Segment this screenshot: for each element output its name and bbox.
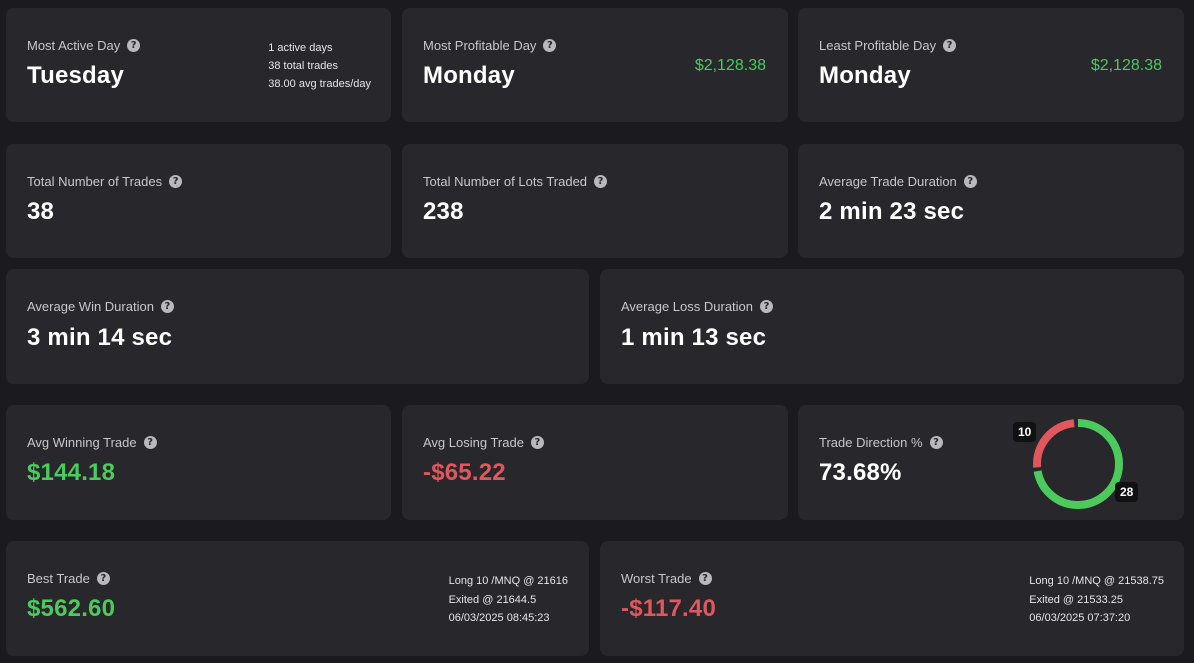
card-value: $562.60 xyxy=(27,595,116,622)
card-label: Average Win Duration xyxy=(27,299,154,314)
card-value: 38 xyxy=(27,198,55,225)
card-trade-direction: Trade Direction % ? 73.68% xyxy=(798,405,1184,520)
help-icon[interactable]: ? xyxy=(543,39,557,52)
help-icon[interactable]: ? xyxy=(963,175,977,188)
card-value: 238 xyxy=(423,198,464,225)
card-total-lots: Total Number of Lots Traded ? 238 xyxy=(402,144,788,258)
card-label: Worst Trade xyxy=(621,571,692,586)
card-best-trade: Best Trade ? $562.60 Long 10 /MNQ @ 2161… xyxy=(6,541,589,656)
help-icon[interactable]: ? xyxy=(143,436,157,449)
card-value: Tuesday xyxy=(27,62,124,89)
donut-segment-short xyxy=(1033,419,1123,509)
help-icon[interactable]: ? xyxy=(929,436,943,449)
card-value: -$117.40 xyxy=(621,595,717,622)
card-avg-losing-trade: Avg Losing Trade ? -$65.22 xyxy=(402,405,788,520)
card-average-loss-duration: Average Loss Duration ? 1 min 13 sec xyxy=(600,269,1184,384)
card-value: Monday xyxy=(423,62,515,89)
detail-line: 38.00 avg trades/day xyxy=(268,78,371,90)
card-label: Least Profitable Day xyxy=(819,38,937,53)
donut-svg xyxy=(1033,419,1123,509)
long-count-badge: 28 xyxy=(1115,482,1139,502)
card-value: -$65.22 xyxy=(423,459,506,486)
card-value: Monday xyxy=(819,62,911,89)
card-value: 3 min 14 sec xyxy=(27,324,173,351)
detail-line: Long 10 /MNQ @ 21616 xyxy=(448,575,568,587)
card-label: Average Trade Duration xyxy=(819,174,957,189)
card-value: $144.18 xyxy=(27,459,116,486)
card-avg-winning-trade: Avg Winning Trade ? $144.18 xyxy=(6,405,391,520)
detail-line: 06/03/2025 07:37:20 xyxy=(1029,612,1131,624)
card-label: Total Number of Trades xyxy=(27,174,163,189)
trade-direction-donut xyxy=(1030,416,1126,512)
card-least-profitable-day: Least Profitable Day ? Monday $2,128.38 xyxy=(798,8,1184,122)
card-value: 2 min 23 sec xyxy=(819,198,965,225)
help-icon[interactable]: ? xyxy=(127,39,141,52)
help-icon[interactable]: ? xyxy=(698,572,712,585)
card-most-active-day: Most Active Day ? Tuesday 1 active days … xyxy=(6,8,391,122)
card-most-profitable-day: Most Profitable Day ? Monday $2,128.38 xyxy=(402,8,788,122)
profit-amount: $2,128.38 xyxy=(694,57,766,74)
short-count-badge: 10 xyxy=(1013,422,1037,442)
card-label: Best Trade xyxy=(27,571,90,586)
detail-line: 1 active days xyxy=(268,42,333,54)
card-value: 1 min 13 sec xyxy=(621,324,767,351)
card-label: Avg Losing Trade xyxy=(423,435,524,450)
card-label: Total Number of Lots Traded xyxy=(423,174,588,189)
detail-line: Exited @ 21644.5 xyxy=(448,593,537,606)
detail-line: 06/03/2025 08:45:23 xyxy=(448,612,550,624)
detail-line: Exited @ 21533.25 xyxy=(1029,593,1124,606)
active-day-details: 1 active days 38 total trades 38.00 avg … xyxy=(268,39,371,93)
card-value: 73.68% xyxy=(819,459,902,486)
help-icon[interactable]: ? xyxy=(96,572,110,585)
card-label: Trade Direction % xyxy=(819,435,923,450)
donut-segment-long xyxy=(1033,419,1123,509)
worst-trade-details: Long 10 /MNQ @ 21538.75 Exited @ 21533.2… xyxy=(1029,572,1164,628)
card-average-trade-duration: Average Trade Duration ? 2 min 23 sec xyxy=(798,144,1184,258)
detail-line: Long 10 /MNQ @ 21538.75 xyxy=(1029,575,1164,587)
card-label: Avg Winning Trade xyxy=(27,435,137,450)
card-average-win-duration: Average Win Duration ? 3 min 14 sec xyxy=(6,269,589,384)
help-icon[interactable]: ? xyxy=(169,175,183,188)
help-icon[interactable]: ? xyxy=(943,39,957,52)
help-icon[interactable]: ? xyxy=(160,300,174,313)
card-worst-trade: Worst Trade ? -$117.40 Long 10 /MNQ @ 21… xyxy=(600,541,1184,656)
detail-line: 38 total trades xyxy=(268,60,338,72)
help-icon[interactable]: ? xyxy=(530,436,544,449)
help-icon[interactable]: ? xyxy=(594,175,608,188)
profit-amount: $2,128.38 xyxy=(1090,57,1162,74)
card-label: Average Loss Duration xyxy=(621,299,754,314)
card-total-trades: Total Number of Trades ? 38 xyxy=(6,144,391,258)
card-label: Most Active Day xyxy=(27,38,121,53)
card-label: Most Profitable Day xyxy=(423,38,537,53)
best-trade-details: Long 10 /MNQ @ 21616 Exited @ 21644.5 06… xyxy=(449,572,568,628)
help-icon[interactable]: ? xyxy=(760,300,774,313)
